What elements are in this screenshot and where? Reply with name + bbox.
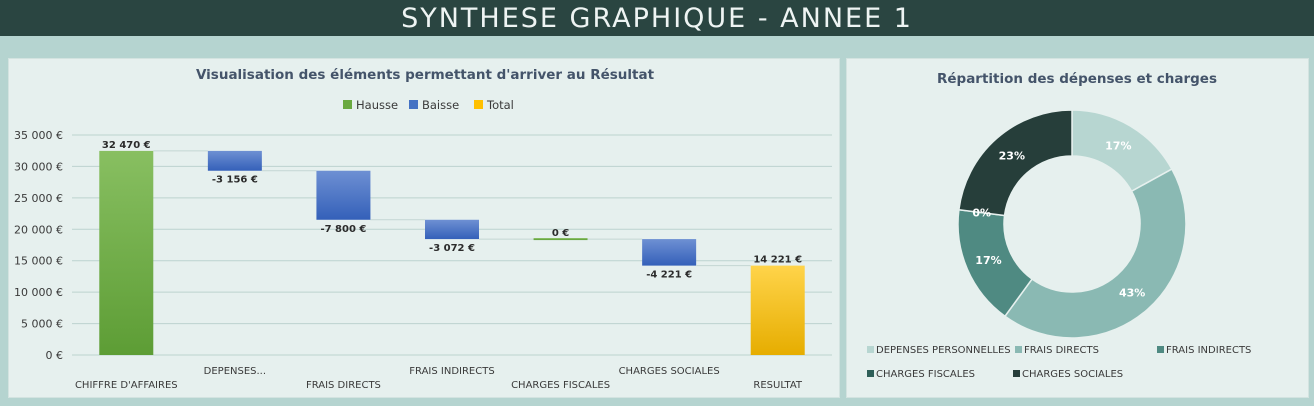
waterfall-title: Visualisation des éléments permettant d'…	[196, 67, 655, 83]
waterfall-bar	[533, 238, 588, 241]
waterfall-bar	[316, 170, 371, 220]
donut-pct-label: 43%	[1119, 286, 1145, 299]
legend-label: DEPENSES PERSONNELLES	[876, 345, 1011, 356]
donut-title: Répartition des dépenses et charges	[937, 71, 1217, 87]
y-tick-label: 20 000 €	[14, 223, 63, 236]
donut-chart-panel: Répartition des dépenses et charges 17% 4…	[846, 58, 1309, 398]
donut-pct-label: 17%	[975, 254, 1001, 267]
donut-pct-label: 17%	[1105, 140, 1131, 153]
waterfall-chart-panel: Visualisation des éléments permettant d'…	[8, 58, 840, 398]
legend-swatch	[1013, 370, 1020, 377]
page-title: SYNTHESE GRAPHIQUE - ANNEE 1	[0, 0, 1314, 36]
waterfall-chart: Visualisation des éléments permettant d'…	[14, 67, 832, 391]
legend-swatch	[1015, 346, 1022, 353]
legend-swatch-hausse	[343, 100, 352, 109]
data-label: -3 072 €	[429, 243, 475, 254]
data-label: -4 221 €	[646, 270, 692, 281]
legend-label-baisse: Baisse	[422, 98, 459, 112]
x-category-label: CHIFFRE D'AFFAIRES	[75, 380, 178, 391]
x-category-label: DEPENSES...	[204, 366, 266, 377]
waterfall-bar	[425, 219, 479, 240]
data-label: 0 €	[552, 228, 569, 239]
legend-swatch	[1157, 346, 1164, 353]
y-tick-label: 25 000 €	[14, 192, 63, 205]
legend-swatch	[867, 370, 874, 377]
legend-label: FRAIS DIRECTS	[1024, 345, 1099, 356]
donut-slice	[958, 109, 1073, 217]
waterfall-bar	[207, 150, 262, 171]
y-tick-label: 10 000 €	[14, 286, 63, 299]
waterfall-bar	[750, 265, 805, 355]
legend-swatch-baisse	[409, 100, 418, 109]
donut-chart: Répartition des dépenses et charges 17% 4…	[867, 71, 1251, 380]
donut-slice	[1003, 168, 1187, 339]
donut-legend: DEPENSES PERSONNELLES FRAIS DIRECTS FRAIS …	[867, 345, 1251, 380]
data-label: 32 470 €	[102, 140, 151, 151]
x-category-label: CHARGES SOCIALES	[619, 366, 720, 377]
x-category-label: FRAIS DIRECTS	[306, 380, 381, 391]
data-label: -3 156 €	[212, 175, 258, 186]
donut-pct-label: 0%	[972, 207, 991, 220]
legend-label: FRAIS INDIRECTS	[1166, 345, 1251, 356]
data-label: 14 221 €	[753, 255, 802, 266]
legend-label-hausse: Hausse	[356, 98, 398, 112]
y-tick-label: 15 000 €	[14, 255, 63, 268]
donut-pct-label: 23%	[999, 150, 1025, 163]
x-category-label: RESULTAT	[753, 380, 803, 391]
x-category-label: FRAIS INDIRECTS	[409, 366, 494, 377]
data-label: -7 800 €	[320, 224, 366, 235]
waterfall-bar	[642, 239, 697, 266]
x-category-label: CHARGES FISCALES	[511, 380, 610, 391]
y-tick-label: 0 €	[46, 349, 64, 362]
legend-label: CHARGES SOCIALES	[1022, 369, 1123, 380]
y-tick-label: 35 000 €	[14, 129, 63, 142]
legend-label: CHARGES FISCALES	[876, 369, 975, 380]
y-tick-label: 30 000 €	[14, 160, 63, 173]
waterfall-bar	[99, 150, 154, 355]
waterfall-legend: Hausse Baisse Total	[343, 98, 514, 112]
legend-label-total: Total	[486, 98, 514, 112]
legend-swatch	[867, 346, 874, 353]
legend-swatch-total	[474, 100, 483, 109]
y-tick-label: 5 000 €	[21, 318, 63, 331]
